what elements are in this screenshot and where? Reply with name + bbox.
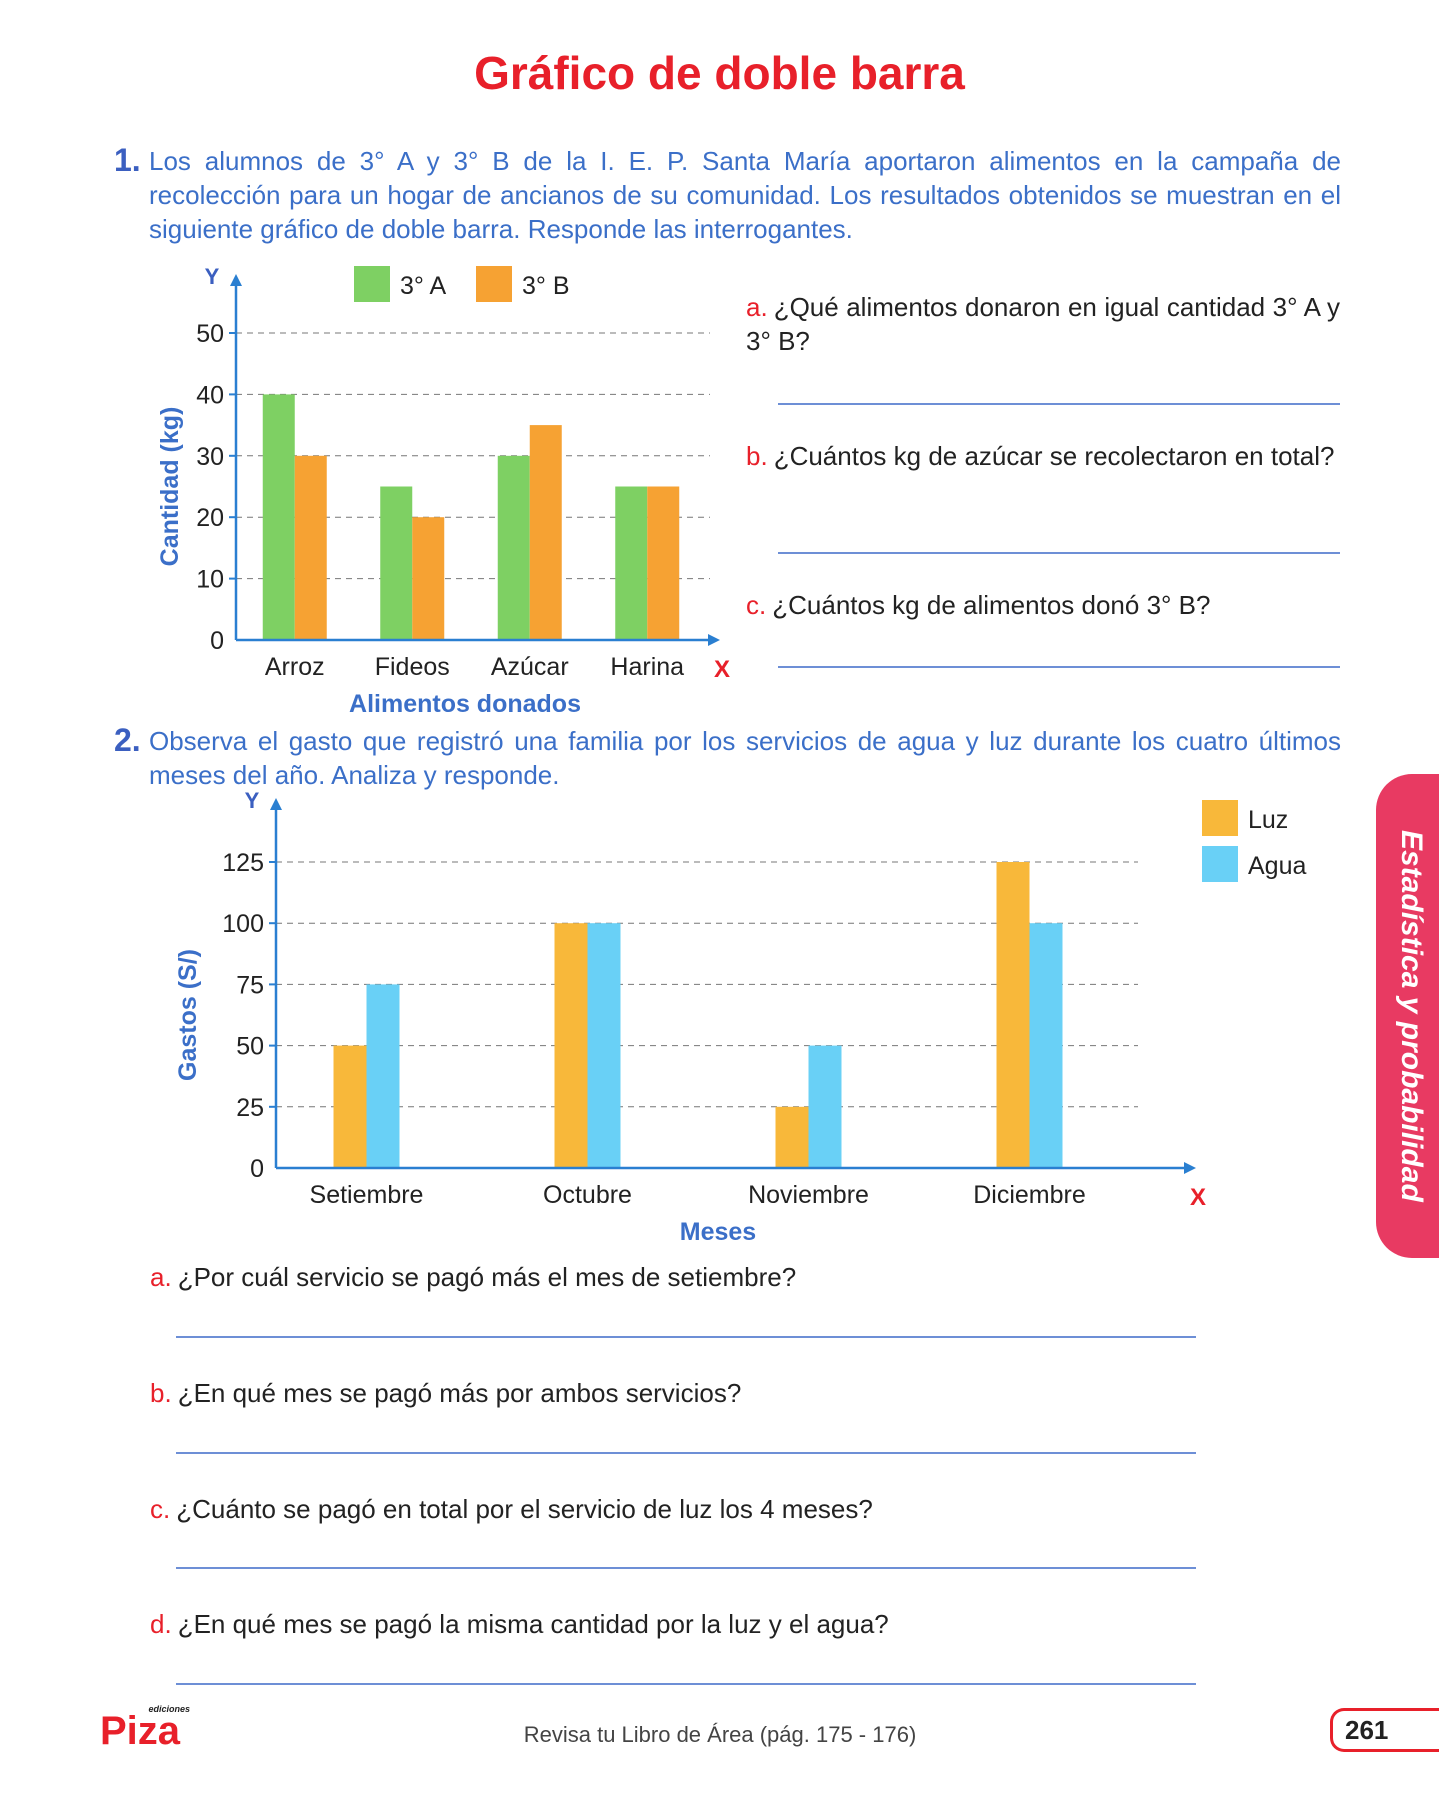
x-tick-label: Azúcar bbox=[491, 653, 569, 681]
question-2c-text: ¿Cuánto se pagó en total por el servicio… bbox=[176, 1494, 873, 1524]
legend-swatch bbox=[1202, 800, 1238, 836]
y-axis-arrow bbox=[230, 274, 242, 286]
question-1-number: 1. bbox=[114, 142, 141, 178]
question-1b: b. ¿Cuántos kg de azúcar se recolectaron … bbox=[746, 439, 1340, 473]
x-axis-letter: X bbox=[1190, 1184, 1206, 1211]
question-1a-letter: a. bbox=[746, 292, 768, 322]
x-axis-arrow bbox=[708, 634, 720, 646]
question-2c-letter: c. bbox=[150, 1494, 171, 1524]
question-2b-text: ¿En qué mes se pagó más por ambos servic… bbox=[177, 1378, 742, 1408]
svg-text:Piza: Piza bbox=[100, 1709, 181, 1750]
y-tick-label: 10 bbox=[196, 566, 224, 594]
section-side-tab-label: Estadística y probabilidad bbox=[1395, 830, 1428, 1202]
x-tick-label: Arroz bbox=[265, 653, 325, 681]
x-tick-label: Diciembre bbox=[973, 1181, 1086, 1209]
legend-swatch bbox=[354, 266, 390, 302]
y-tick-label: 100 bbox=[222, 910, 264, 938]
question-1c: c. ¿Cuántos kg de alimentos donó 3° B? bbox=[746, 588, 1340, 622]
bar-Agua-octubre bbox=[587, 923, 621, 1168]
question-1b-text: ¿Cuántos kg de azúcar se recolectaron en… bbox=[773, 441, 1335, 471]
bar-3B-fideos bbox=[412, 517, 445, 640]
bar-3A-azúcar bbox=[497, 455, 530, 640]
question-1b-letter: b. bbox=[746, 441, 768, 471]
question-2d: d. ¿En qué mes se pagó la misma cantidad … bbox=[150, 1607, 1200, 1641]
question-2-number: 2. bbox=[114, 722, 141, 758]
answer-line-2d[interactable] bbox=[176, 1683, 1196, 1685]
chart-gastos: 0 25 50 75 100 125 Setiembre Octubre Noviembre Di… bbox=[174, 790, 1306, 1246]
x-tick-label: Octubre bbox=[543, 1181, 632, 1209]
question-1c-letter: c. bbox=[746, 590, 767, 620]
x-axis-title: Meses bbox=[680, 1218, 756, 1246]
y-tick-label: 50 bbox=[196, 320, 224, 348]
bar-Luz-octubre bbox=[554, 923, 588, 1168]
bar-Agua-diciembre bbox=[1029, 923, 1063, 1168]
y-axis-title: Gastos (S/) bbox=[174, 949, 202, 1081]
question-1-text: Los alumnos de 3° A y 3° B de la I. E. P… bbox=[149, 146, 1341, 244]
x-axis-arrow bbox=[1184, 1162, 1196, 1174]
y-axis-arrow bbox=[270, 798, 282, 810]
bar-3B-azúcar bbox=[529, 425, 562, 640]
answer-line-2a[interactable] bbox=[176, 1336, 1196, 1338]
question-2a-letter: a. bbox=[150, 1262, 172, 1292]
y-axis-letter: Y bbox=[245, 790, 260, 813]
question-2a: a. ¿Por cuál servicio se pagó más el mes … bbox=[150, 1260, 1200, 1294]
y-axis-title: Cantidad (kg) bbox=[156, 407, 184, 567]
question-1a: a. ¿Qué alimentos donaron en igual cantid… bbox=[746, 290, 1340, 358]
page-number: 261 bbox=[1330, 1708, 1439, 1752]
question-1c-text: ¿Cuántos kg de alimentos donó 3° B? bbox=[772, 590, 1211, 620]
answer-line-1c[interactable] bbox=[778, 666, 1340, 668]
section-side-tab: Estadística y probabilidad bbox=[1376, 774, 1439, 1258]
chart-alimentos: 0 10 20 30 40 50 Arroz Fideos Azúcar Harina Y X Alim… bbox=[156, 264, 730, 718]
x-axis-letter: X bbox=[714, 656, 730, 683]
bar-Luz-noviembre bbox=[775, 1106, 809, 1168]
bar-3B-harina bbox=[647, 486, 680, 640]
y-tick-label: 50 bbox=[236, 1033, 264, 1061]
question-2b-letter: b. bbox=[150, 1378, 172, 1408]
answer-line-2b[interactable] bbox=[176, 1452, 1196, 1454]
answer-line-2c[interactable] bbox=[176, 1567, 1196, 1569]
y-tick-label: 0 bbox=[250, 1155, 264, 1183]
y-tick-label: 20 bbox=[196, 504, 224, 532]
publisher-logo: ediciones Piza bbox=[100, 1704, 190, 1750]
legend-label: Luz bbox=[1248, 806, 1288, 834]
answer-line-1a[interactable] bbox=[778, 403, 1340, 405]
y-tick-label: 75 bbox=[236, 971, 264, 999]
question-2a-text: ¿Por cuál servicio se pagó más el mes de… bbox=[177, 1262, 797, 1292]
y-tick-label: 0 bbox=[210, 627, 224, 655]
answer-line-1b[interactable] bbox=[778, 552, 1340, 554]
bar-Agua-noviembre bbox=[808, 1045, 842, 1168]
question-1a-text: ¿Qué alimentos donaron en igual cantidad… bbox=[746, 292, 1340, 356]
legend-swatch bbox=[476, 266, 512, 302]
bar-Agua-setiembre bbox=[366, 984, 400, 1168]
x-tick-label: Setiembre bbox=[310, 1181, 424, 1209]
legend-label: Agua bbox=[1248, 852, 1306, 880]
question-2b: b. ¿En qué mes se pagó más por ambos serv… bbox=[150, 1376, 1200, 1410]
question-2c: c. ¿Cuánto se pagó en total por el servic… bbox=[150, 1492, 1200, 1526]
bar-3B-arroz bbox=[294, 455, 327, 640]
legend-label: 3° B bbox=[522, 272, 570, 300]
bar-Luz-setiembre bbox=[333, 1045, 367, 1168]
bar-3A-harina bbox=[615, 486, 648, 640]
question-2d-text: ¿En qué mes se pagó la misma cantidad po… bbox=[177, 1609, 889, 1639]
svg-text:ediciones: ediciones bbox=[148, 1704, 190, 1714]
legend-swatch bbox=[1202, 846, 1238, 882]
page-title: Gráfico de doble barra bbox=[474, 47, 965, 99]
question-2-text: Observa el gasto que registró una famili… bbox=[149, 726, 1341, 790]
y-axis-letter: Y bbox=[205, 264, 220, 289]
x-tick-label: Noviembre bbox=[748, 1181, 869, 1209]
y-tick-label: 30 bbox=[196, 443, 224, 471]
y-tick-label: 40 bbox=[196, 381, 224, 409]
y-tick-label: 125 bbox=[222, 849, 264, 877]
question-2d-letter: d. bbox=[150, 1609, 172, 1639]
footer-reference: Revisa tu Libro de Área (pág. 175 - 176) bbox=[523, 1722, 917, 1747]
legend-label: 3° A bbox=[400, 272, 446, 300]
bar-3A-arroz bbox=[262, 394, 295, 640]
bar-3A-fideos bbox=[380, 486, 413, 640]
x-axis-title: Alimentos donados bbox=[349, 690, 581, 718]
x-tick-label: Fideos bbox=[375, 653, 450, 681]
x-tick-label: Harina bbox=[610, 653, 684, 681]
bar-Luz-diciembre bbox=[996, 862, 1030, 1168]
y-tick-label: 25 bbox=[236, 1094, 264, 1122]
